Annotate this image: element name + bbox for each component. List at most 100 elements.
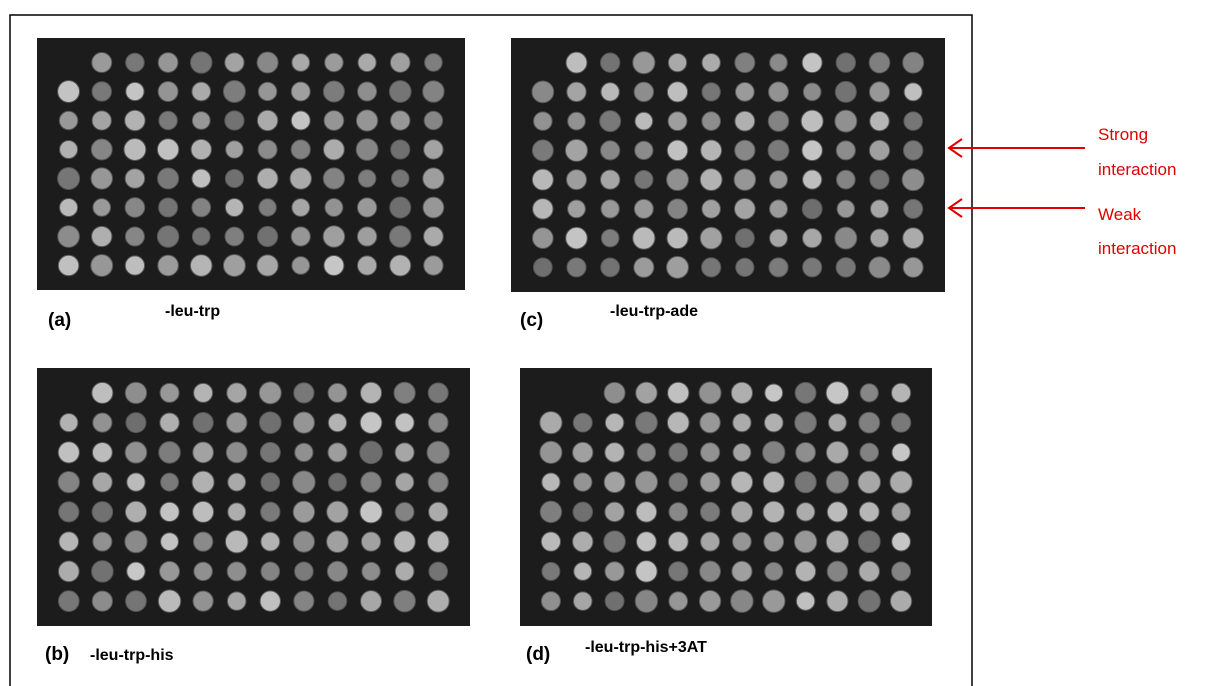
colony <box>826 441 848 463</box>
colony <box>635 590 657 612</box>
colony <box>160 502 179 521</box>
colony <box>702 83 720 101</box>
colony <box>702 112 721 131</box>
colony <box>635 471 657 493</box>
colony <box>904 199 923 218</box>
colony <box>157 226 178 247</box>
colony <box>59 532 78 551</box>
colony <box>225 111 244 130</box>
colony <box>769 258 788 277</box>
colony <box>634 199 653 218</box>
colony <box>836 53 855 72</box>
colony <box>796 503 814 521</box>
colony <box>736 258 754 276</box>
colony <box>294 591 314 611</box>
colony <box>225 169 243 187</box>
page: (a)-leu-trp(c)-leu-trp-ade(b)-leu-trp-hi… <box>0 0 1208 686</box>
colony <box>357 256 376 275</box>
annotation: interaction <box>1098 239 1176 258</box>
colony <box>391 140 410 159</box>
colony <box>794 530 816 552</box>
colony <box>568 112 586 130</box>
colony <box>796 592 814 610</box>
plate <box>520 368 932 626</box>
colony <box>357 227 376 246</box>
colony <box>891 413 910 432</box>
colony <box>193 591 213 611</box>
colony <box>892 503 911 522</box>
colony <box>395 503 414 522</box>
colony <box>903 141 922 160</box>
colony <box>892 562 911 581</box>
colony <box>227 383 247 403</box>
colony <box>573 413 592 432</box>
colony <box>258 140 277 159</box>
colony <box>361 472 382 493</box>
colony <box>903 228 924 249</box>
colony <box>92 52 112 72</box>
colony <box>541 532 560 551</box>
colony <box>892 532 911 551</box>
colony <box>192 198 211 217</box>
arrow-strong <box>949 139 1085 157</box>
colony <box>60 414 78 432</box>
colony <box>762 590 785 613</box>
colony <box>605 413 623 431</box>
colony <box>636 561 657 582</box>
colony <box>902 169 924 191</box>
colony <box>700 502 719 521</box>
panel-label: (d) <box>526 644 550 665</box>
colony <box>795 561 815 581</box>
colony <box>257 110 277 130</box>
colony <box>360 441 383 464</box>
colony <box>668 382 689 403</box>
colony <box>258 82 276 100</box>
colony <box>428 413 448 433</box>
colony <box>158 82 178 102</box>
colony <box>534 112 553 131</box>
colony <box>92 591 112 611</box>
colony <box>735 229 754 248</box>
colony <box>532 169 553 190</box>
colony <box>325 199 343 217</box>
colony <box>227 592 246 611</box>
colony <box>423 197 444 218</box>
colony <box>859 412 880 433</box>
colony <box>869 257 890 278</box>
colony <box>731 382 752 403</box>
colony <box>158 53 178 73</box>
colony <box>390 255 411 276</box>
colony <box>858 471 880 493</box>
colony <box>890 590 911 611</box>
colony <box>835 227 857 249</box>
colony <box>669 503 688 522</box>
colony <box>92 226 112 246</box>
colony <box>601 141 620 160</box>
colony <box>158 255 179 276</box>
colony <box>228 473 246 491</box>
colony <box>803 83 821 101</box>
colony <box>734 169 756 191</box>
colony <box>903 257 923 277</box>
colony <box>356 139 378 161</box>
colony <box>573 531 593 551</box>
colony <box>803 258 822 277</box>
colony <box>159 111 177 129</box>
colony <box>161 473 179 491</box>
colony <box>533 258 552 277</box>
colony <box>735 199 756 220</box>
colony <box>93 199 111 217</box>
colony <box>859 561 879 581</box>
colony <box>358 53 376 71</box>
colony <box>260 591 280 611</box>
colony <box>328 473 346 491</box>
colony <box>356 110 377 131</box>
colony <box>126 53 145 72</box>
colony <box>763 501 784 522</box>
colony <box>124 139 146 161</box>
colony <box>869 140 889 160</box>
colony <box>869 82 889 102</box>
panel-label: (b) <box>45 644 69 665</box>
colony <box>93 472 113 492</box>
colony <box>870 229 888 247</box>
